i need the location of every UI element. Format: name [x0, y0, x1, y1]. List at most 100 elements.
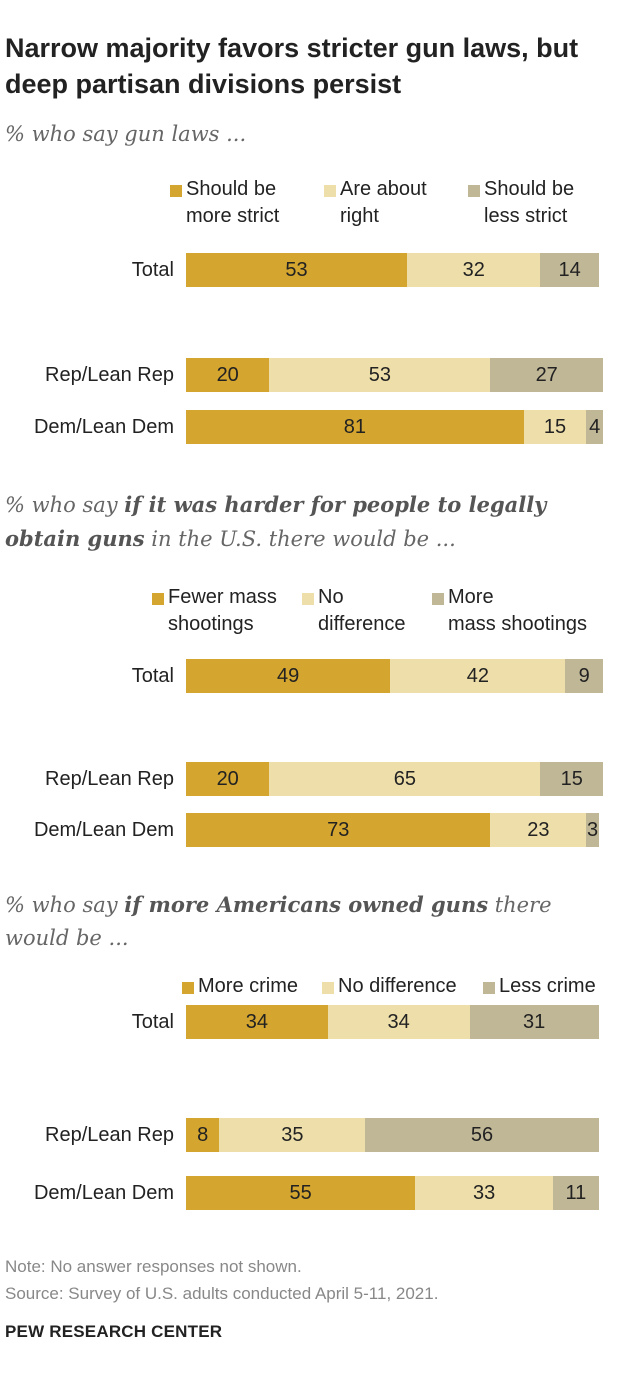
legend-swatch: [468, 185, 480, 197]
bar-segment: 53: [186, 253, 407, 287]
legend-entry: More mass shootings: [448, 584, 587, 638]
chart-subtitle: % who say if it was harder for people to…: [5, 488, 605, 556]
row-label: Rep/Lean Rep: [45, 364, 174, 386]
bar-segment: 65: [269, 762, 541, 796]
data-label: 49: [277, 665, 300, 687]
bar-segment: 35: [219, 1118, 366, 1152]
legend-swatch: [182, 982, 194, 994]
row-label: Rep/Lean Rep: [45, 1124, 174, 1146]
legend-label: mass shootings: [448, 613, 587, 635]
data-label: 34: [245, 1011, 268, 1033]
bar-segment: 81: [186, 410, 524, 444]
chart-subtitle: % who say gun laws ...: [5, 117, 615, 151]
data-label: 15: [560, 768, 583, 790]
row-label: Total: [131, 259, 174, 281]
data-label: 65: [393, 768, 417, 790]
row-label: Dem/Lean Dem: [33, 416, 174, 438]
legend-entry: Should be more strict: [186, 176, 279, 230]
stacked-bar: 53 32 14: [186, 253, 603, 287]
legend-entry: No difference: [338, 973, 457, 1000]
subtitle-text: in the U.S. there would be ...: [144, 527, 456, 551]
data-label: 42: [466, 665, 490, 687]
bar-segment: 27: [490, 358, 603, 392]
data-label: 4: [589, 416, 601, 438]
data-label: 11: [565, 1182, 587, 1204]
data-label: 9: [578, 665, 590, 687]
chart-title: Narrow majority favors stricter gun laws…: [5, 33, 579, 99]
data-label: 14: [558, 259, 581, 281]
bar-segment: 31: [469, 1005, 599, 1039]
legend-entry: More crime: [198, 973, 298, 1000]
legend-swatch: [324, 185, 336, 197]
legend-label: right: [340, 205, 379, 227]
data-label: 27: [535, 364, 558, 386]
bar-segment: 23: [490, 813, 587, 847]
data-label: 56: [470, 1124, 494, 1146]
subtitle-emphasis: if it was harder for people to legally o…: [5, 492, 547, 551]
data-label: 20: [216, 364, 239, 386]
bar-segment: 73: [186, 813, 491, 847]
data-label: 20: [216, 768, 239, 790]
chart-subtitle: % who say if more Americans owned guns t…: [5, 888, 595, 955]
stacked-bar: 20 65 15: [186, 762, 603, 796]
bar-segment: 53: [269, 358, 491, 392]
legend-label: Fewer mass: [168, 586, 277, 608]
subtitle-emphasis: if more Americans owned guns: [124, 892, 489, 917]
legend-label: No: [318, 586, 344, 608]
row-label: Rep/Lean Rep: [45, 768, 174, 790]
bar-segment: 15: [523, 410, 587, 444]
data-label: 34: [387, 1011, 410, 1033]
stacked-bar: 34 34 31: [186, 1005, 603, 1039]
data-label: 32: [462, 259, 485, 281]
legend-swatch: [152, 593, 164, 605]
legend-label: Are about: [340, 178, 427, 200]
legend-entry: No difference: [318, 584, 405, 638]
bar-segment: 34: [327, 1005, 470, 1039]
source: Source: Survey of U.S. adults conducted …: [5, 1284, 439, 1303]
legend-entry: Should be less strict: [484, 176, 574, 230]
bar-segment: 34: [186, 1005, 328, 1039]
legend-label: shootings: [168, 613, 254, 635]
stacked-bar: 49 42 9: [186, 659, 603, 693]
data-label: 23: [527, 819, 550, 841]
legend-swatch: [322, 982, 334, 994]
data-label: 81: [343, 416, 366, 438]
bar-segment: 15: [540, 762, 603, 796]
bar-segment: 11: [552, 1176, 599, 1210]
legend-label: More crime: [198, 975, 299, 997]
data-label: 15: [543, 416, 567, 438]
bar-segment: 33: [415, 1176, 553, 1210]
legend-label: Less crime: [499, 975, 596, 997]
subtitle-text: there would be ...: [5, 893, 552, 950]
legend-label: difference: [318, 613, 406, 635]
legend-label: more strict: [186, 205, 280, 227]
bar-segment: 4: [586, 410, 603, 444]
legend-entry: Less crime: [499, 973, 596, 1000]
subtitle-text: % who say gun laws ...: [5, 122, 247, 146]
bar-segment: 56: [365, 1118, 599, 1152]
legend-swatch: [483, 982, 495, 994]
stacked-bar: 55 33 11: [186, 1176, 603, 1210]
pew-research-center-logo: PEW RESEARCH CENTER: [5, 1322, 223, 1341]
legend-label: More: [448, 586, 494, 608]
row-label: Total: [131, 1011, 174, 1033]
bar-segment: 8: [186, 1118, 220, 1152]
bar-segment: 20: [186, 358, 270, 392]
legend-label: less strict: [484, 205, 568, 227]
stacked-bar: 8 35 56: [186, 1118, 603, 1152]
data-label: 3: [587, 819, 599, 841]
legend-entry: Are about right: [340, 176, 427, 230]
data-label: 53: [368, 364, 392, 386]
bar-segment: 32: [407, 253, 541, 287]
subtitle-text: % who say: [5, 893, 125, 917]
data-label: 53: [285, 259, 308, 281]
bar-segment: 55: [186, 1176, 416, 1210]
data-label: 73: [327, 819, 350, 841]
data-label: 31: [523, 1011, 546, 1033]
data-label: 55: [289, 1182, 312, 1204]
subtitle-text: % who say: [5, 493, 125, 517]
legend-label: No difference: [338, 975, 457, 997]
stacked-bar: 73 23 3: [186, 813, 603, 847]
row-label: Total: [131, 665, 174, 687]
legend-label: Should be: [484, 178, 575, 200]
